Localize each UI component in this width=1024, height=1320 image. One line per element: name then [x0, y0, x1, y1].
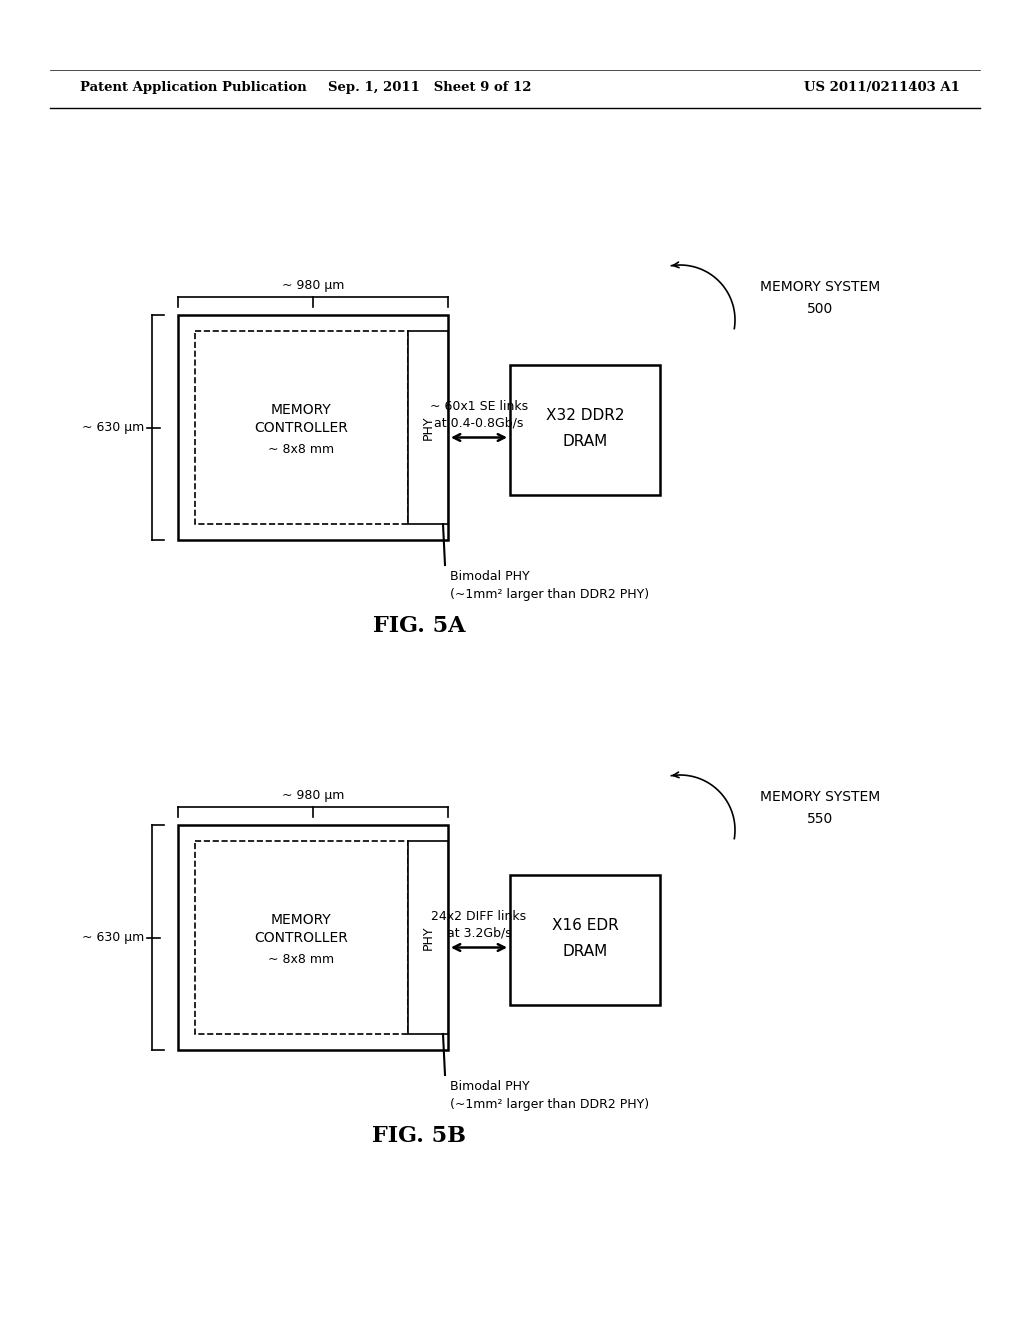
Text: ~ 980 μm: ~ 980 μm	[282, 789, 344, 803]
Text: Patent Application Publication: Patent Application Publication	[80, 82, 307, 95]
Text: at 0.4-0.8Gb/s: at 0.4-0.8Gb/s	[434, 417, 523, 429]
Text: (~1mm² larger than DDR2 PHY): (~1mm² larger than DDR2 PHY)	[450, 587, 649, 601]
Bar	[195, 841, 408, 1034]
Text: (~1mm² larger than DDR2 PHY): (~1mm² larger than DDR2 PHY)	[450, 1098, 649, 1111]
Text: X16 EDR: X16 EDR	[552, 919, 618, 933]
Text: 550: 550	[807, 812, 834, 826]
Text: Sep. 1, 2011   Sheet 9 of 12: Sep. 1, 2011 Sheet 9 of 12	[329, 82, 531, 95]
Text: MEMORY: MEMORY	[271, 403, 332, 417]
Text: ~ 8x8 mm: ~ 8x8 mm	[268, 444, 335, 455]
Bar	[510, 366, 660, 495]
Text: Bimodal PHY: Bimodal PHY	[450, 570, 529, 583]
Text: PHY: PHY	[422, 416, 434, 440]
Text: MEMORY SYSTEM: MEMORY SYSTEM	[760, 280, 880, 294]
Bar	[408, 331, 449, 524]
Text: ~ 980 μm: ~ 980 μm	[282, 279, 344, 292]
Text: CONTROLLER: CONTROLLER	[255, 421, 348, 434]
Bar	[408, 841, 449, 1034]
Bar	[510, 875, 660, 1005]
Text: ~ 60x1 SE links: ~ 60x1 SE links	[430, 400, 528, 412]
Text: CONTROLLER: CONTROLLER	[255, 931, 348, 945]
Text: FIG. 5A: FIG. 5A	[373, 615, 465, 638]
Text: US 2011/0211403 A1: US 2011/0211403 A1	[804, 82, 961, 95]
Text: 500: 500	[807, 302, 834, 315]
Text: MEMORY: MEMORY	[271, 912, 332, 927]
Bar	[195, 331, 408, 524]
Text: Bimodal PHY: Bimodal PHY	[450, 1080, 529, 1093]
Text: PHY: PHY	[422, 925, 434, 950]
Bar	[178, 315, 449, 540]
Text: X32 DDR2: X32 DDR2	[546, 408, 625, 424]
Text: 24x2 DIFF links: 24x2 DIFF links	[431, 909, 526, 923]
Text: at 3.2Gb/s: at 3.2Gb/s	[446, 927, 511, 940]
Text: MEMORY SYSTEM: MEMORY SYSTEM	[760, 789, 880, 804]
Text: ~ 630 μm: ~ 630 μm	[82, 421, 144, 434]
Text: FIG. 5B: FIG. 5B	[372, 1125, 466, 1147]
Text: DRAM: DRAM	[562, 945, 607, 960]
Bar	[178, 825, 449, 1049]
Text: ~ 630 μm: ~ 630 μm	[82, 931, 144, 944]
Text: DRAM: DRAM	[562, 434, 607, 450]
Text: ~ 8x8 mm: ~ 8x8 mm	[268, 953, 335, 966]
